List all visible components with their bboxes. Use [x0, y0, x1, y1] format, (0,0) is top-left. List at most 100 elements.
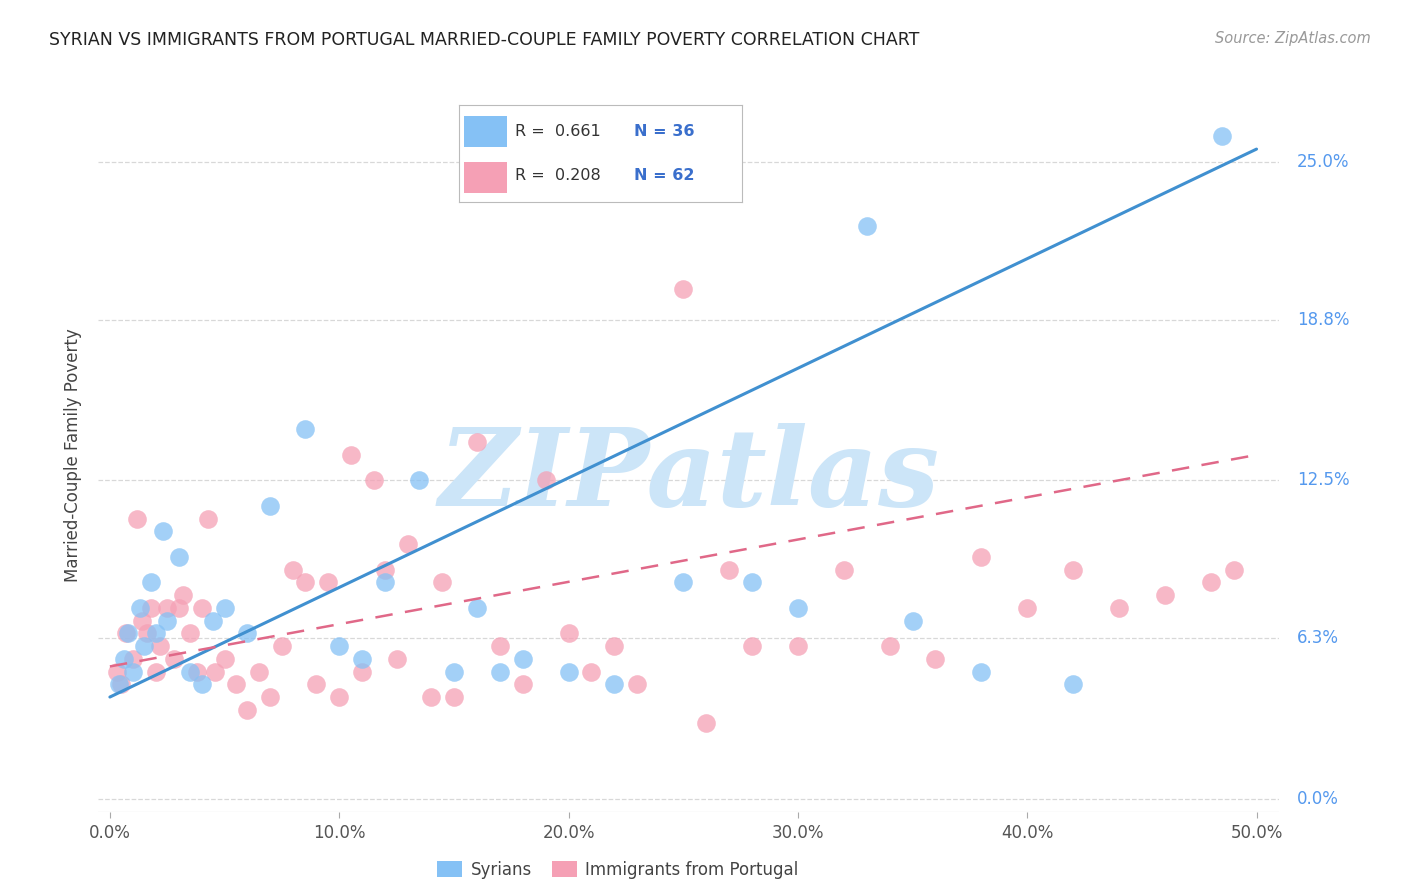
Point: [316, 575, 339, 590]
Point: [741, 639, 763, 653]
Point: [443, 665, 465, 679]
Point: [1062, 563, 1084, 577]
Point: [512, 652, 534, 666]
Point: [259, 499, 281, 513]
Point: [110, 677, 132, 691]
Point: [352, 652, 374, 666]
Point: [672, 575, 695, 590]
Point: [145, 665, 167, 679]
Point: [259, 690, 281, 704]
Point: [626, 677, 648, 691]
Text: 0.0%: 0.0%: [1298, 790, 1339, 808]
Point: [190, 677, 212, 691]
Point: [202, 614, 225, 628]
Point: [204, 665, 226, 679]
Point: [339, 448, 361, 462]
Point: [832, 563, 855, 577]
Point: [488, 665, 510, 679]
Point: [879, 639, 901, 653]
Point: [672, 282, 695, 296]
Point: [236, 626, 259, 640]
Point: [270, 639, 292, 653]
Point: [443, 690, 465, 704]
Point: [374, 563, 396, 577]
Y-axis label: Married-Couple Family Poverty: Married-Couple Family Poverty: [65, 328, 83, 582]
Text: 18.8%: 18.8%: [1298, 310, 1350, 329]
Point: [179, 665, 201, 679]
Point: [214, 652, 236, 666]
Text: 25.0%: 25.0%: [1298, 153, 1350, 171]
Point: [420, 690, 443, 704]
Point: [1108, 600, 1130, 615]
Point: [135, 626, 157, 640]
Point: [465, 600, 488, 615]
Point: [225, 677, 247, 691]
Point: [786, 639, 808, 653]
Point: [128, 600, 150, 615]
Point: [127, 511, 149, 525]
Point: [121, 652, 143, 666]
Point: [141, 575, 163, 590]
Point: [718, 563, 741, 577]
Point: [108, 677, 131, 691]
Point: [1153, 588, 1175, 602]
Point: [115, 626, 138, 640]
Text: ZIPatlas: ZIPatlas: [439, 424, 939, 529]
Point: [786, 600, 808, 615]
Point: [283, 563, 305, 577]
Point: [557, 626, 579, 640]
Point: [163, 652, 186, 666]
Text: 6.3%: 6.3%: [1298, 630, 1339, 648]
Point: [117, 626, 139, 640]
Point: [131, 614, 153, 628]
Point: [328, 690, 350, 704]
Point: [172, 588, 194, 602]
Point: [112, 652, 135, 666]
Point: [488, 639, 510, 653]
Text: Source: ZipAtlas.com: Source: ZipAtlas.com: [1215, 31, 1371, 46]
Point: [385, 652, 408, 666]
Point: [197, 511, 219, 525]
Point: [581, 665, 603, 679]
Point: [901, 614, 924, 628]
Point: [294, 422, 316, 436]
Point: [396, 537, 419, 551]
Point: [432, 575, 454, 590]
Point: [557, 665, 579, 679]
Point: [145, 626, 167, 640]
Point: [924, 652, 946, 666]
Point: [1211, 129, 1233, 144]
Point: [156, 600, 179, 615]
Point: [741, 575, 763, 590]
Point: [167, 549, 190, 564]
Point: [190, 600, 212, 615]
Point: [363, 474, 385, 488]
Point: [236, 703, 259, 717]
Point: [149, 639, 172, 653]
Point: [695, 715, 717, 730]
Point: [247, 665, 270, 679]
Text: 12.5%: 12.5%: [1298, 471, 1350, 490]
Point: [152, 524, 174, 539]
Point: [1222, 563, 1244, 577]
Point: [408, 474, 430, 488]
Point: [603, 677, 626, 691]
Point: [305, 677, 328, 691]
Point: [1199, 575, 1222, 590]
Point: [970, 665, 993, 679]
Point: [214, 600, 236, 615]
Point: [855, 219, 877, 233]
Text: SYRIAN VS IMMIGRANTS FROM PORTUGAL MARRIED-COUPLE FAMILY POVERTY CORRELATION CHA: SYRIAN VS IMMIGRANTS FROM PORTUGAL MARRI…: [49, 31, 920, 49]
Point: [121, 665, 143, 679]
Point: [534, 474, 557, 488]
Point: [156, 614, 179, 628]
Point: [374, 575, 396, 590]
Point: [970, 549, 993, 564]
Point: [134, 639, 156, 653]
Point: [352, 665, 374, 679]
Point: [294, 575, 316, 590]
Point: [603, 639, 626, 653]
Point: [512, 677, 534, 691]
Point: [465, 435, 488, 450]
Point: [1017, 600, 1039, 615]
